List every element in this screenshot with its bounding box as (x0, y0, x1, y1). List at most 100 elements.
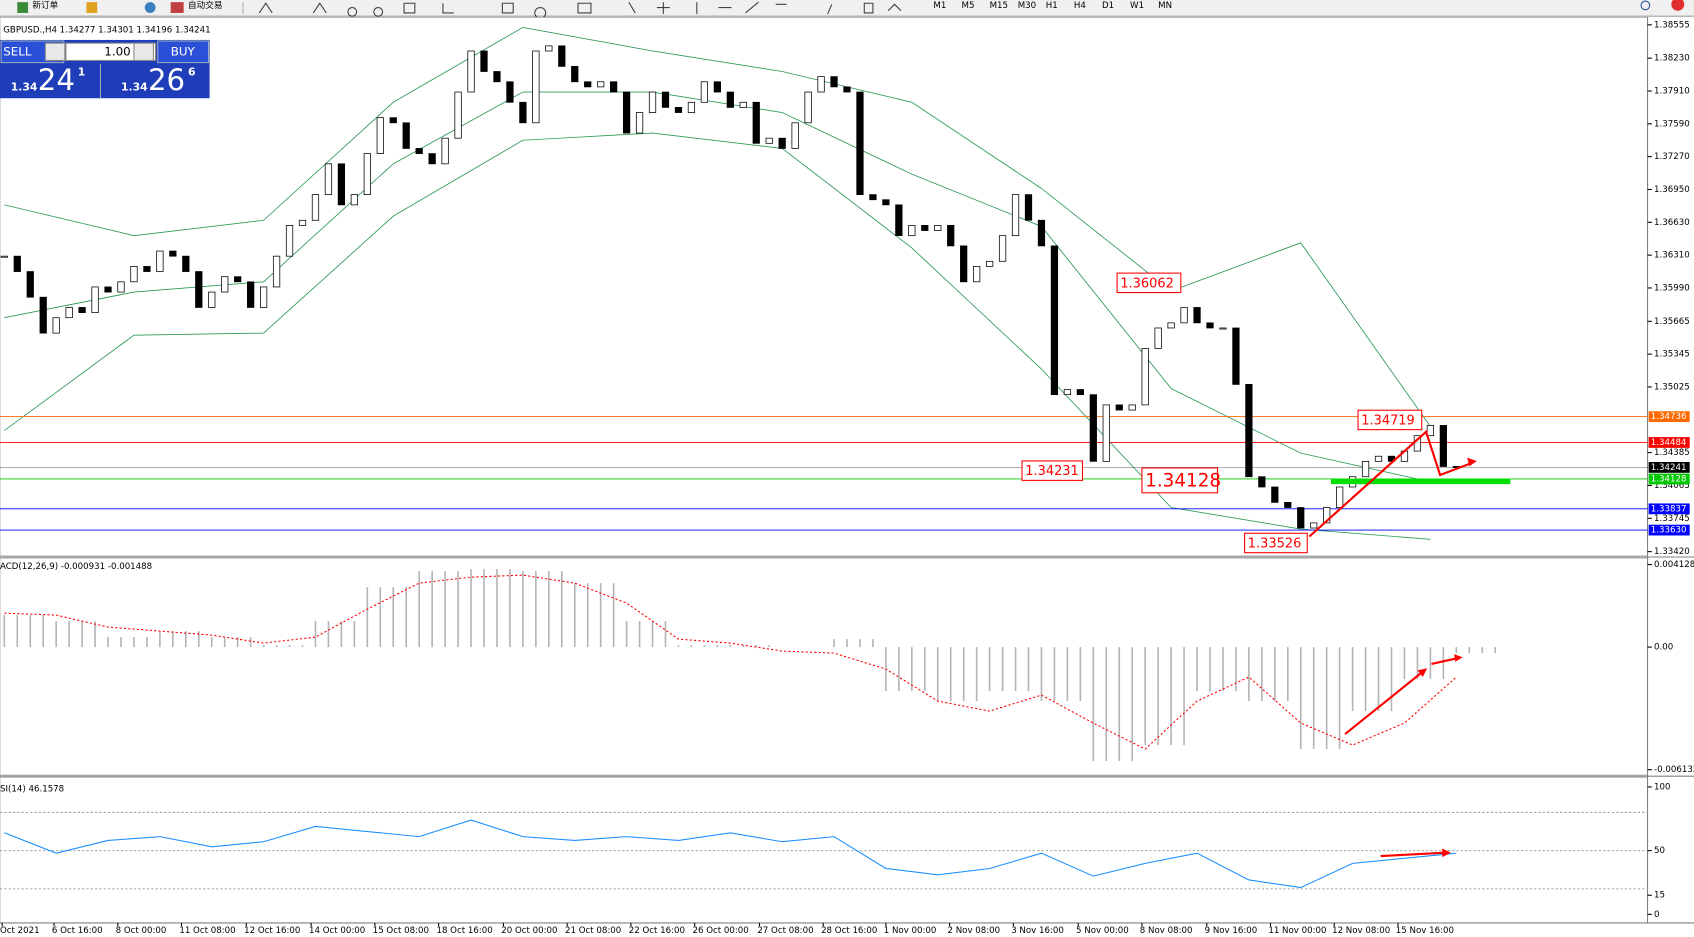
timeframe-button[interactable]: M15 (990, 1, 1008, 11)
bid-big[interactable]: 24 (38, 63, 75, 97)
timeframe-button[interactable]: W1 (1130, 1, 1144, 11)
candle-body (1297, 507, 1305, 529)
trend-arrow[interactable] (1308, 429, 1472, 538)
candle-body (208, 291, 216, 308)
candle-body (324, 163, 333, 195)
y-tick-label: -0.006132 (1654, 765, 1694, 775)
y-tick-label: 1.37270 (1654, 152, 1690, 162)
candle-body (519, 101, 527, 124)
macd-arrow[interactable] (1431, 657, 1457, 665)
timeframe-button[interactable]: M30 (1018, 1, 1036, 11)
ask-sup[interactable]: 6 (188, 65, 196, 78)
timeframe-button[interactable]: MN (1158, 1, 1172, 11)
tool-icon[interactable] (86, 2, 98, 13)
trade-panel: SELL 1.00 BUY 1.34 24 1 1.34 26 6 (0, 39, 210, 99)
candle-body (1076, 389, 1084, 396)
lot-input[interactable] (65, 42, 157, 61)
candle-body (1024, 194, 1033, 221)
candle-body (1037, 219, 1046, 247)
time-label: 6 Oct 16:00 (52, 926, 103, 936)
price-label: 1.34484 (1651, 438, 1687, 448)
candle-body (1271, 486, 1279, 503)
time-label: 15 Nov 16:00 (1396, 926, 1454, 936)
timeframe-button[interactable]: H4 (1074, 1, 1086, 11)
y-tick-label: 1.37590 (1654, 119, 1690, 129)
candle-body (1284, 502, 1292, 508)
sell-label[interactable]: SELL (3, 44, 32, 58)
y-tick-label: 0 (1654, 910, 1660, 920)
candle-body (830, 76, 838, 88)
timeframe-button[interactable]: M5 (962, 1, 975, 11)
candle-body (493, 71, 501, 83)
time-label: 11 Oct 08:00 (179, 926, 235, 936)
candle-body (441, 137, 449, 165)
rsi-area[interactable] (0, 776, 1648, 924)
ask-big[interactable]: 26 (148, 63, 185, 97)
new-order-icon[interactable] (17, 2, 29, 13)
lot-increase[interactable] (133, 42, 154, 61)
timeframe-button[interactable]: H1 (1046, 1, 1058, 11)
candle-body (882, 199, 890, 206)
annotation-box (1357, 409, 1423, 431)
rsi-arrow[interactable] (1380, 851, 1444, 858)
alert-icon[interactable] (1671, 0, 1685, 11)
toolbar-icons[interactable] (258, 1, 902, 19)
lot-decrease[interactable] (44, 42, 66, 61)
candle-body (156, 250, 164, 272)
candle-body (143, 266, 151, 272)
lot-value[interactable]: 1.00 (104, 44, 130, 58)
candle-body (661, 91, 670, 108)
candle-body (13, 255, 21, 272)
y-tick-label: 100 (1654, 782, 1670, 792)
candle-body (1258, 476, 1266, 488)
timeframe-group: M1 M5 M15 M30 H1 H4 D1 W1 MN (933, 1, 1172, 11)
candle-body (934, 225, 942, 231)
tool-icon[interactable] (144, 2, 156, 13)
bid-sup[interactable]: 1 (78, 65, 86, 78)
candle-body (234, 276, 242, 283)
auto-trading-icon[interactable] (170, 2, 184, 13)
candle-body (895, 204, 903, 237)
time-label: 26 Oct 00:00 (693, 926, 749, 936)
time-label: 8 Nov 08:00 (1140, 926, 1193, 936)
candle-body (389, 117, 397, 124)
candle-body (739, 101, 747, 108)
candle-body (687, 101, 696, 113)
candle-body (467, 50, 475, 93)
macd-area[interactable] (0, 557, 1648, 776)
annotation-label: 1.34719 (1361, 414, 1415, 429)
buy-button[interactable] (157, 40, 210, 64)
candle-body (960, 245, 968, 283)
candle-body (532, 50, 540, 124)
bid-prefix[interactable]: 1.34 (11, 80, 38, 93)
candle-body (998, 235, 1007, 262)
candle-body (298, 219, 307, 226)
candle-body (1361, 460, 1370, 478)
price-label: 1.34128 (1651, 474, 1687, 484)
main-chart: 1.38555 1.38230 1.37910 1.37590 1.37270 1.369… (0, 20, 1690, 557)
macd-arrow[interactable] (1344, 671, 1423, 735)
time-label: 5 Nov 00:00 (1076, 926, 1129, 936)
price-label-bg (1648, 461, 1690, 473)
candle-body (247, 281, 255, 308)
new-order-button[interactable]: 新订单 (32, 0, 58, 11)
buy-label[interactable]: BUY (171, 44, 196, 58)
y-tick-label: 1.36630 (1654, 218, 1690, 228)
search-icon[interactable] (1640, 0, 1651, 11)
candle-body (869, 194, 877, 201)
candle-body (117, 281, 125, 293)
candle-body (973, 266, 981, 283)
y-tick-label: 1.33420 (1654, 547, 1690, 557)
auto-trading-button[interactable]: 自动交易 (188, 0, 223, 11)
candle-body (778, 137, 786, 149)
candle-body (648, 91, 657, 113)
candle-body (402, 122, 410, 149)
candle-body (39, 296, 47, 334)
timeframe-button[interactable]: M1 (933, 1, 946, 11)
candle-body (1154, 327, 1162, 349)
ask-prefix[interactable]: 1.34 (121, 80, 148, 93)
candle-body (1245, 384, 1253, 478)
timeframe-button[interactable]: D1 (1102, 1, 1114, 11)
candle-body (1310, 522, 1318, 529)
candle-body (843, 86, 851, 93)
